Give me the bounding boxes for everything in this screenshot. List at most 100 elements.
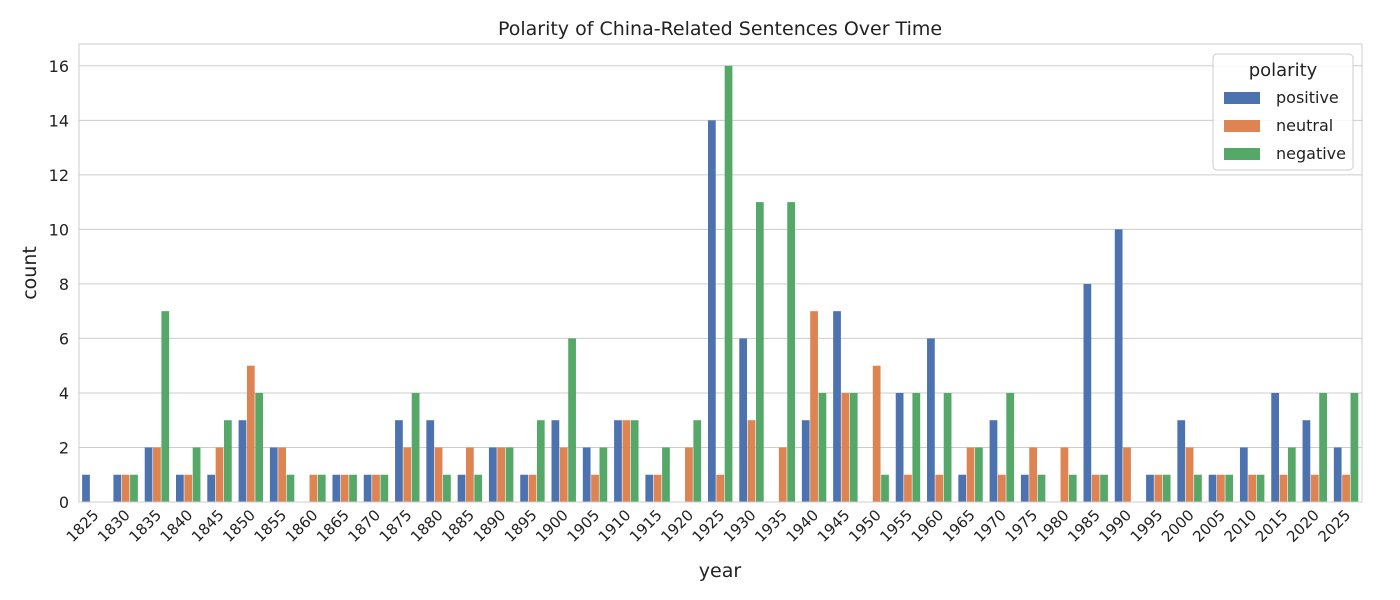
y-tick-label: 6	[59, 329, 69, 348]
bar-negative-2025	[1350, 392, 1359, 502]
x-tick-label: 2020	[1283, 506, 1323, 546]
y-tick-label: 4	[59, 384, 69, 403]
legend-box	[1212, 53, 1354, 171]
bar-positive-1865	[332, 474, 341, 502]
x-tick-label: 1990	[1095, 506, 1135, 546]
y-tick-label: 0	[59, 493, 69, 512]
gridlines	[79, 65, 1362, 503]
bar-positive-2015	[1271, 392, 1279, 502]
bar-neutral-1880	[434, 447, 443, 502]
y-tick-label: 8	[59, 275, 69, 294]
bar-neutral-1895	[528, 474, 537, 502]
bar-neutral-1960	[935, 474, 944, 502]
x-tick-label: 2010	[1221, 506, 1261, 546]
bar-negative-1865	[349, 474, 357, 502]
x-tick-label: 1975	[1002, 506, 1042, 546]
bar-negative-1930	[755, 202, 764, 502]
legend-label-negative: negative	[1276, 144, 1346, 163]
bar-positive-2010	[1239, 447, 1248, 502]
x-tick-label: 1960	[908, 506, 948, 546]
bar-positive-1975	[1020, 474, 1029, 502]
legend-swatch-neutral	[1224, 120, 1260, 132]
bar-positive-1985	[1083, 283, 1092, 502]
bar-negative-1835	[161, 311, 170, 502]
bar-positive-1825	[82, 474, 90, 502]
bar-positive-1945	[833, 311, 841, 502]
bar-positive-1875	[395, 420, 403, 502]
bar-neutral-1930	[747, 420, 756, 502]
x-tick-label: 1985	[1064, 506, 1104, 546]
x-tick-label: 1950	[845, 506, 885, 546]
bar-neutral-2010	[1248, 474, 1257, 502]
bar-positive-2025	[1333, 447, 1342, 502]
bar-neutral-1920	[685, 447, 693, 502]
bar-positive-1930	[739, 338, 748, 502]
bar-positive-1960	[927, 338, 935, 502]
bar-negative-2005	[1225, 474, 1234, 502]
x-tick-label: 1945	[814, 506, 854, 546]
bar-negative-1870	[380, 474, 389, 502]
bar-neutral-2020	[1310, 474, 1319, 502]
bar-negative-1955	[912, 392, 921, 502]
x-tick-label: 1885	[438, 506, 478, 546]
x-axis-label: year	[699, 560, 742, 582]
bar-neutral-1855	[278, 447, 286, 502]
y-ticks: 0 2 4 6 8 10 12 14 16	[49, 57, 69, 512]
bar-positive-1900	[551, 420, 560, 502]
bar-positive-1955	[895, 392, 904, 502]
bar-negative-1845	[223, 420, 232, 502]
bar-neutral-1835	[153, 447, 161, 502]
bar-positive-1835	[144, 447, 153, 502]
x-tick-label: 1875	[376, 506, 416, 546]
bar-neutral-1950	[872, 365, 881, 502]
bar-negative-2015	[1287, 447, 1296, 502]
y-axis-label: count	[19, 246, 41, 300]
x-tick-label: 1880	[407, 506, 447, 546]
bar-positive-1990	[1114, 229, 1123, 502]
x-tick-label: 1850	[219, 506, 259, 546]
x-tick-label: 2015	[1252, 506, 1292, 546]
bar-negative-1915	[662, 447, 670, 502]
bar-positive-1890	[488, 447, 497, 502]
legend-swatch-positive	[1224, 92, 1260, 104]
x-tick-label: 1865	[313, 506, 353, 546]
bar-neutral-1905	[591, 474, 599, 502]
bar-neutral-2015	[1279, 474, 1288, 502]
bar-negative-1925	[724, 65, 733, 503]
bar-negative-1975	[1037, 474, 1046, 502]
legend-label-positive: positive	[1276, 88, 1339, 107]
y-tick-label: 2	[59, 438, 69, 457]
bar-neutral-1830	[121, 474, 130, 502]
x-tick-label: 1930	[720, 506, 760, 546]
x-ticks: 1825183018351840184518501855186018651870…	[63, 506, 1354, 546]
bar-positive-1870	[363, 474, 372, 502]
bar-neutral-1915	[653, 474, 662, 502]
bar-neutral-2025	[1342, 474, 1350, 502]
bar-positive-2000	[1177, 420, 1186, 502]
bar-negative-1970	[1006, 392, 1015, 502]
y-tick-label: 10	[49, 220, 69, 239]
bar-positive-1855	[269, 447, 278, 502]
bar-negative-1855	[286, 474, 295, 502]
x-tick-label: 1830	[94, 506, 134, 546]
bar-neutral-2005	[1217, 474, 1225, 502]
x-tick-label: 1910	[595, 506, 635, 546]
bar-neutral-1925	[716, 474, 725, 502]
x-tick-label: 1900	[532, 506, 572, 546]
bar-neutral-1850	[246, 365, 255, 502]
legend: polarity positive neutral negative	[1212, 53, 1354, 171]
bar-negative-1935	[787, 202, 796, 502]
bar-positive-1880	[426, 420, 435, 502]
x-tick-label: 1925	[689, 506, 729, 546]
bar-negative-1850	[255, 392, 264, 502]
x-tick-label: 1995	[1127, 506, 1167, 546]
bar-neutral-1885	[465, 447, 474, 502]
bar-negative-1910	[630, 420, 639, 502]
bar-positive-1965	[958, 474, 967, 502]
bar-positive-1940	[801, 420, 810, 502]
bar-positive-1850	[238, 420, 247, 502]
x-tick-label: 2025	[1314, 506, 1354, 546]
bar-neutral-1870	[372, 474, 380, 502]
bar-negative-1980	[1068, 474, 1077, 502]
x-tick-label: 1905	[563, 506, 603, 546]
